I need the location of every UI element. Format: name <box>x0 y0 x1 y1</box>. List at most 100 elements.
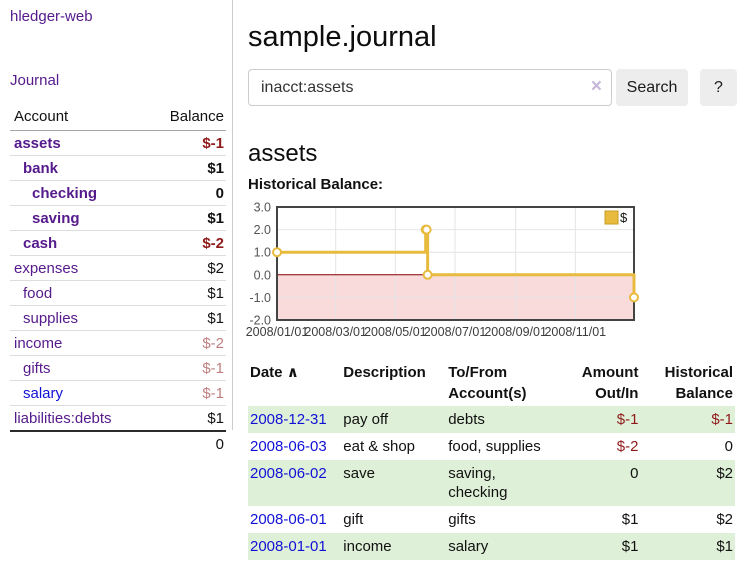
account-balance: $-2 <box>146 330 226 356</box>
account-row: cash $-2 <box>10 230 226 256</box>
sidebar-account-link[interactable]: bank <box>23 160 59 177</box>
transaction-balance: $-1 <box>711 411 733 428</box>
account-row: food $1 <box>10 280 226 306</box>
sidebar-item-journal[interactable]: Journal <box>10 72 60 89</box>
account-balance: $2 <box>146 255 226 281</box>
transaction-row[interactable]: 2008-12-31 pay off debts $-1 $-1 <box>248 406 735 433</box>
transaction-accounts: debts <box>448 411 485 428</box>
register-table-body: 2008-12-31 pay off debts $-1 $-1 2008-06-03 ea… <box>248 406 735 560</box>
accounts-col-balance: Balance <box>146 104 226 131</box>
transaction-date-link[interactable]: 2008-06-03 <box>250 438 327 455</box>
account-page-title: assets <box>248 139 318 167</box>
account-balance: $1 <box>146 205 226 231</box>
transaction-description: income <box>343 538 392 555</box>
account-balance: $1 <box>146 155 226 181</box>
register-col-balance: Historical Balance <box>664 364 733 402</box>
svg-text:2008/09/01: 2008/09/01 <box>484 325 547 339</box>
clear-search-icon[interactable]: × <box>590 76 602 97</box>
sidebar-account-link[interactable]: checking <box>32 185 98 202</box>
svg-text:2008/07/01: 2008/07/01 <box>424 325 487 339</box>
sidebar-account-link[interactable]: gifts <box>23 360 51 377</box>
svg-text:0.0: 0.0 <box>254 268 271 282</box>
sidebar-account-link[interactable]: expenses <box>14 260 79 277</box>
sidebar-account-link[interactable]: saving <box>32 210 80 227</box>
transaction-accounts: saving, checking <box>448 465 508 501</box>
transaction-description: eat & shop <box>343 438 415 455</box>
svg-text:-1.0: -1.0 <box>249 291 271 305</box>
svg-text:2008/03/01: 2008/03/01 <box>304 325 367 339</box>
account-row: bank $1 <box>10 155 226 181</box>
transaction-row[interactable]: 2008-06-02 save saving, checking 0 $2 <box>248 460 735 506</box>
transaction-row[interactable]: 2008-01-01 income salary $1 $1 <box>248 533 735 560</box>
transaction-date-link[interactable]: 2008-06-02 <box>250 465 327 482</box>
account-balance: $1 <box>146 280 226 306</box>
search-input[interactable] <box>248 69 612 106</box>
sidebar-account-link[interactable]: salary <box>23 385 64 402</box>
search-box: × <box>248 69 612 106</box>
sidebar-account-link[interactable]: cash <box>23 235 58 252</box>
account-balance: 0 <box>146 180 226 206</box>
sidebar-account-link[interactable]: food <box>23 285 53 302</box>
account-row: salary $-1 <box>10 380 226 406</box>
svg-text:3.0: 3.0 <box>254 201 271 215</box>
svg-text:2008/05/01: 2008/05/01 <box>364 325 427 339</box>
account-row: income $-2 <box>10 330 226 356</box>
account-row: expenses $2 <box>10 255 226 281</box>
account-row: assets $-1 <box>10 130 226 156</box>
account-row: gifts $-1 <box>10 355 226 381</box>
register-table: Date ∧ Description To/From Account(s) Am… <box>248 360 735 560</box>
svg-text:1.0: 1.0 <box>254 246 271 260</box>
account-row: checking 0 <box>10 180 226 206</box>
register-header-row: Date ∧ Description To/From Account(s) Am… <box>248 360 735 406</box>
historical-balance-chart: 3.0 2.0 1.0 0.0 -1.0 -2.0 2008/01/01 2008/03/01… <box>240 198 670 348</box>
accounts-table-body: assets $-1 bank $1 checking 0 saving $1 cash $-2 e… <box>10 130 226 456</box>
transaction-amount: $-2 <box>616 438 639 455</box>
app-brand-link[interactable]: hledger-web <box>10 8 93 25</box>
svg-text:2008/01/01: 2008/01/01 <box>246 325 309 339</box>
transaction-amount: $1 <box>621 538 639 555</box>
account-row: supplies $1 <box>10 305 226 331</box>
account-balance: $1 <box>146 405 226 432</box>
transaction-balance: $1 <box>716 538 733 555</box>
page-title: sample.journal <box>248 21 437 54</box>
accounts-total-value: 0 <box>146 430 226 456</box>
help-button[interactable]: ? <box>700 69 737 106</box>
transaction-row[interactable]: 2008-06-01 gift gifts $1 $2 <box>248 506 735 533</box>
account-balance: $-2 <box>146 230 226 256</box>
account-balance: $-1 <box>146 130 226 156</box>
sidebar: hledger-web Journal Account Balance asse… <box>0 0 233 456</box>
transaction-date-link[interactable]: 2008-12-31 <box>250 411 327 428</box>
transaction-date-link[interactable]: 2008-06-01 <box>250 511 327 528</box>
register-col-date[interactable]: Date ∧ <box>250 364 299 381</box>
transaction-row[interactable]: 2008-06-03 eat & shop food, supplies $-2 0 <box>248 433 735 460</box>
transaction-accounts: food, supplies <box>448 438 541 455</box>
transaction-balance: 0 <box>724 438 733 455</box>
transaction-balance: $2 <box>716 511 733 528</box>
account-balance: $-1 <box>146 355 226 381</box>
transaction-balance: $2 <box>716 465 733 482</box>
sidebar-account-link[interactable]: liabilities:debts <box>14 410 112 427</box>
account-balance: $-1 <box>146 380 226 406</box>
sort-asc-icon: ∧ <box>286 364 299 381</box>
transaction-amount: $-1 <box>616 411 639 428</box>
register-col-accounts: To/From Account(s) <box>448 364 527 402</box>
sidebar-account-link[interactable]: income <box>14 335 63 352</box>
accounts-col-account: Account <box>10 104 147 131</box>
sidebar-account-link[interactable]: assets <box>14 135 61 152</box>
transaction-amount: $1 <box>621 511 639 528</box>
accounts-total-row: 0 <box>10 430 226 456</box>
svg-text:-2.0: -2.0 <box>249 314 271 328</box>
transaction-accounts: salary <box>448 538 489 555</box>
transaction-date-link[interactable]: 2008-01-01 <box>250 538 327 555</box>
account-balance: $1 <box>146 305 226 331</box>
chart-label: Historical Balance: <box>248 176 384 193</box>
svg-text:2008/11/01: 2008/11/01 <box>544 325 606 339</box>
transaction-accounts: gifts <box>448 511 476 528</box>
svg-text:2.0: 2.0 <box>254 223 271 237</box>
search-button[interactable]: Search <box>616 69 688 106</box>
transaction-description: gift <box>343 511 364 528</box>
register-col-amount: Amount Out/In <box>581 364 639 402</box>
chart-svg: 3.0 2.0 1.0 0.0 -1.0 -2.02008/01/012008/03/01… <box>246 201 639 339</box>
accounts-table: Account Balance assets $-1 bank $1 checking 0… <box>10 104 226 456</box>
sidebar-account-link[interactable]: supplies <box>23 310 79 327</box>
